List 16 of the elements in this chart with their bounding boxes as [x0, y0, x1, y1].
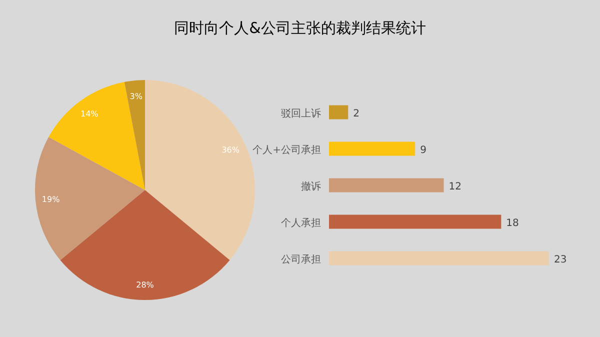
data-label: 19% [42, 194, 60, 204]
data-label: 18 [506, 218, 519, 229]
y-tick-label: 公司承担 [281, 253, 321, 266]
data-label: 3% [130, 92, 143, 101]
data-label: 23 [554, 254, 567, 266]
data-label: 36% [222, 146, 240, 155]
y-tick-label: 个人+公司承担 [252, 144, 321, 156]
data-label: 2 [353, 108, 360, 120]
y-tick-label: 驳回上诉 [281, 107, 321, 120]
text: 同时向个人&公司主张的裁判结果统计 [174, 19, 426, 37]
data-label: 28% [136, 280, 154, 290]
y-tick-label: 撤诉 [301, 180, 321, 192]
data-label: 14% [80, 109, 99, 118]
data-label: 12 [448, 181, 462, 192]
y-tick-label: 个人承担 [281, 216, 321, 229]
data-label: 9 [420, 144, 426, 156]
